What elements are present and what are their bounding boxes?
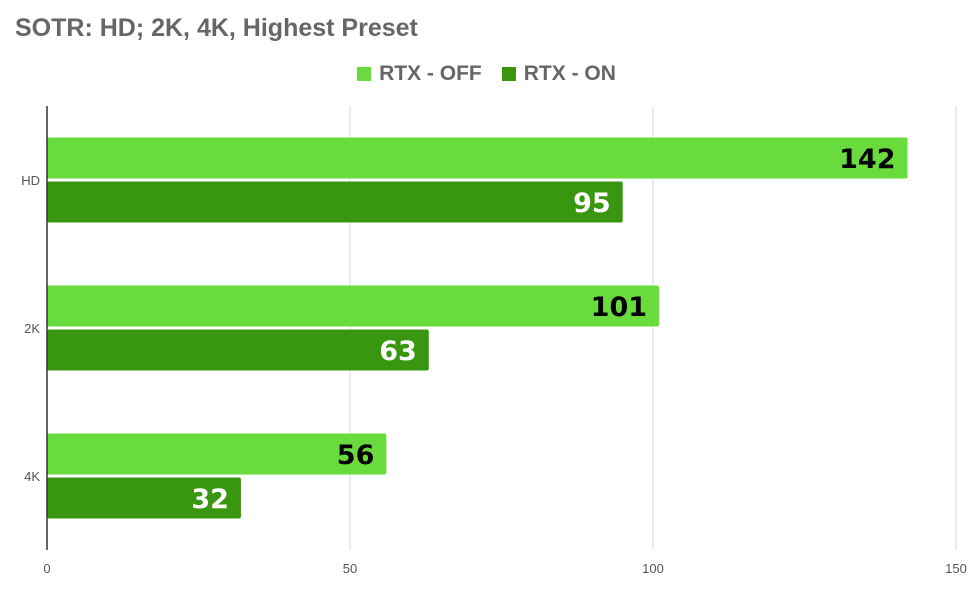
- bar: [47, 137, 908, 179]
- y-tick-label: HD: [21, 173, 40, 188]
- x-tick-label: 50: [343, 561, 357, 576]
- legend-item-rtx-on: RTX - ON: [501, 62, 616, 86]
- bar: [47, 433, 387, 475]
- bar: [47, 477, 241, 519]
- chart-title: SOTR: HD; 2K, 4K, Highest Preset: [15, 14, 418, 42]
- data-label: 101: [591, 292, 647, 323]
- data-label: 32: [191, 484, 229, 515]
- legend: RTX - OFF RTX - ON: [0, 62, 973, 86]
- data-label: 56: [337, 440, 375, 471]
- bar: [47, 285, 660, 327]
- x-tick-label: 150: [945, 561, 967, 576]
- legend-label-rtx-on: RTX - ON: [523, 62, 616, 85]
- data-label: 142: [839, 144, 895, 175]
- data-label: 95: [573, 188, 611, 219]
- bar: [47, 181, 623, 223]
- y-tick-label: 4K: [24, 469, 40, 484]
- bar: [47, 329, 429, 371]
- data-label: 63: [379, 336, 417, 367]
- legend-label-rtx-off: RTX - OFF: [379, 62, 482, 85]
- legend-swatch-rtx-on: [501, 67, 516, 81]
- y-tick-label: 2K: [24, 321, 40, 336]
- x-tick-label: 100: [642, 561, 664, 576]
- legend-swatch-rtx-off: [357, 67, 372, 81]
- x-tick-label: 0: [43, 561, 50, 576]
- legend-item-rtx-off: RTX - OFF: [357, 62, 482, 86]
